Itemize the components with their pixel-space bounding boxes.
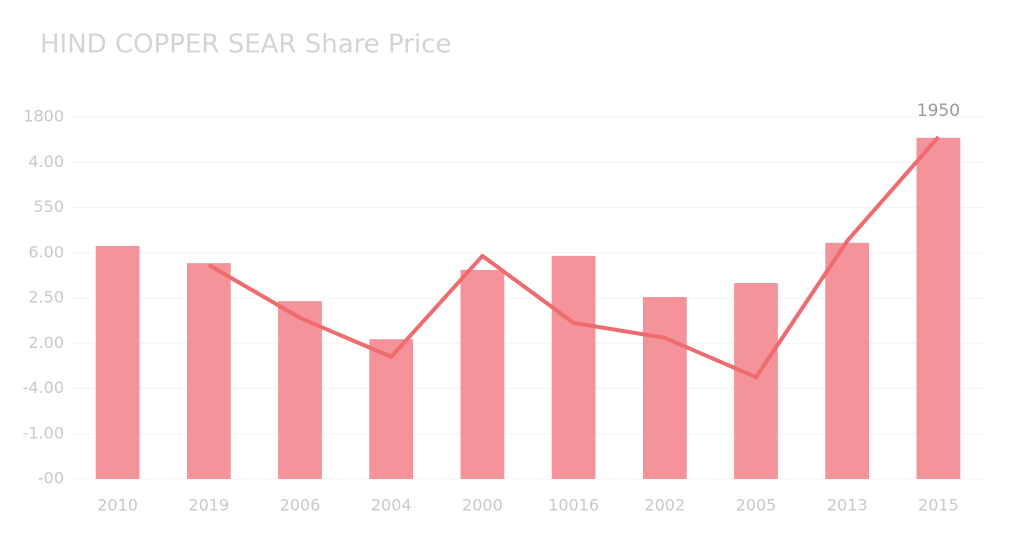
chart-title: HIND COPPER SEAR Share Price [40,30,451,60]
bar [551,255,596,479]
bar [825,242,870,479]
y-tick-label: 2.50 [28,288,64,307]
y-tick-label: 1800 [23,107,64,126]
x-tick-label: 2004 [371,496,412,515]
y-tick-label: -00 [38,469,64,488]
bar [916,137,961,479]
x-tick-label: 2010 [97,496,138,515]
bar [186,263,231,479]
bar [460,269,505,479]
bar [369,339,414,479]
y-tick-label: -1.00 [23,423,64,442]
y-tick-label: -4.00 [23,378,64,397]
bar [642,297,687,479]
y-tick-label: 550 [33,197,64,216]
y-tick-label: 4.00 [28,152,64,171]
line [207,135,940,380]
y-tick-label: 6.00 [28,242,64,261]
x-tick-label: 2005 [736,496,777,515]
y-tick-label: 2.00 [28,333,64,352]
bar [734,283,778,479]
x-tick-label: 2019 [188,496,229,515]
x-tick-label: 2000 [462,496,503,515]
x-tick-label: 2013 [827,496,868,515]
bar [95,245,140,479]
x-tick-label: 2006 [280,496,321,515]
bar [278,301,322,479]
annotation: 1950 [917,101,960,121]
x-tick-label: 2002 [644,496,685,515]
x-tick-label: 10016 [548,496,599,515]
x-tick-label: 2015 [918,496,959,515]
